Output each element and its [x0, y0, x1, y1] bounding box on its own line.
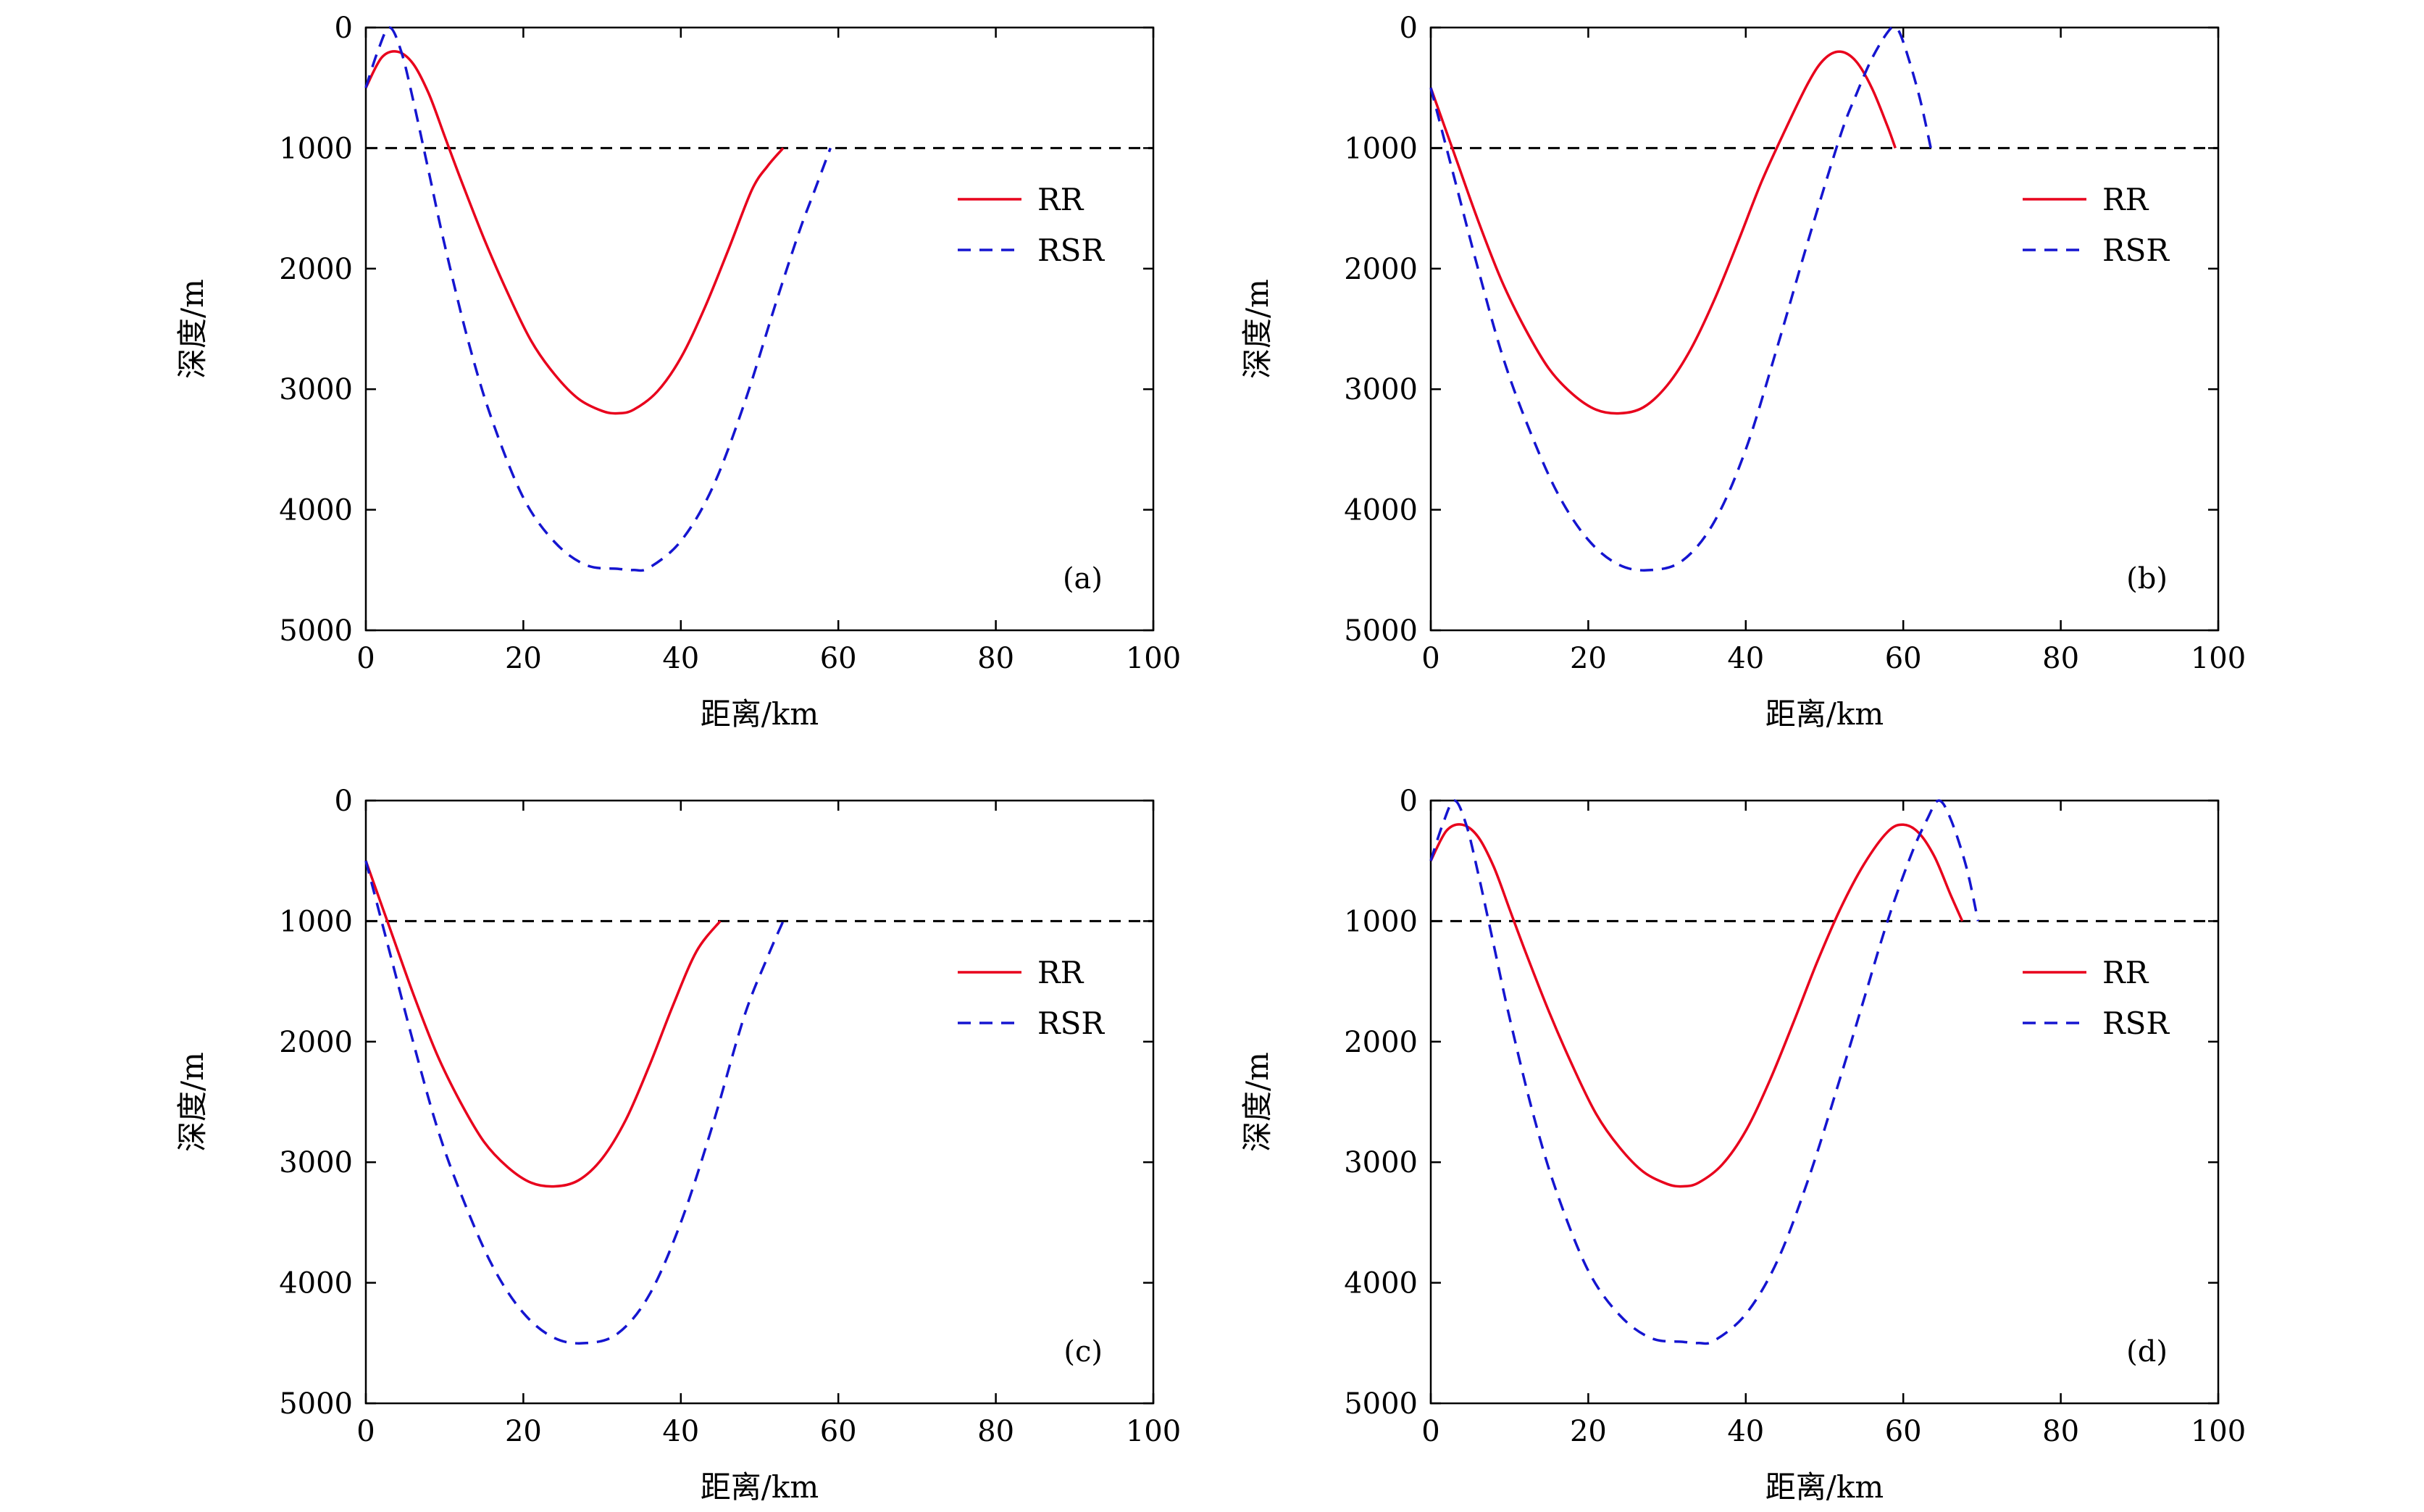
- y-axis-title: 深度/m: [175, 279, 210, 379]
- series-line-rsr: [1429, 799, 1980, 1345]
- y-tick-label: 0: [1400, 785, 1418, 818]
- x-tick-label: 40: [662, 642, 699, 675]
- legend-label-rsr: RSR: [1037, 1006, 1105, 1041]
- y-axis-title: 深度/m: [1240, 1052, 1275, 1152]
- series-line-rr: [364, 860, 722, 1188]
- series-line-rr: [1429, 50, 1897, 415]
- chart-panel: 0 20 40 60 80 100010002000300040005000距离/km深度…: [1240, 12, 2246, 732]
- x-tick-label: 0: [356, 1415, 375, 1448]
- y-tick-label: 2000: [279, 253, 353, 286]
- y-tick-label: 5000: [1344, 614, 1418, 648]
- y-tick-label: 2000: [279, 1026, 353, 1059]
- x-tick-label: 20: [505, 1415, 542, 1448]
- panel-tag: (c): [1063, 1335, 1103, 1369]
- chart-panel: 0 20 40 60 80 100010002000300040005000距离/km深度…: [175, 12, 1181, 732]
- y-tick-label: 0: [335, 12, 353, 45]
- legend-label-rr: RR: [2102, 955, 2149, 990]
- y-axis-title: 深度/m: [1240, 279, 1275, 379]
- legend-label-rr: RR: [1037, 182, 1084, 217]
- y-tick-label: 1000: [1344, 905, 1418, 938]
- x-tick-label: 20: [1570, 1415, 1607, 1448]
- series-line-rsr: [364, 26, 832, 572]
- x-tick-label: 0: [1421, 1415, 1439, 1448]
- y-tick-label: 4000: [1344, 494, 1418, 527]
- y-tick-label: 3000: [279, 373, 353, 406]
- legend-label-rr: RR: [1037, 955, 1084, 990]
- plot-frame: [1429, 799, 2220, 1405]
- x-tick-label: 20: [505, 642, 542, 675]
- y-tick-label: 3000: [1344, 373, 1418, 406]
- y-tick-label: 0: [335, 785, 353, 818]
- x-tick-label: 60: [820, 1415, 857, 1448]
- y-tick-label: 2000: [1344, 1026, 1418, 1059]
- y-tick-label: 4000: [1344, 1267, 1418, 1300]
- x-axis-title: 距离/km: [1765, 1469, 1884, 1505]
- series-line-rsr: [364, 860, 785, 1345]
- y-axis-title: 深度/m: [175, 1052, 210, 1152]
- y-tick-label: 4000: [279, 1267, 353, 1300]
- plot-frame: [364, 799, 1155, 1405]
- series-line-rsr: [1429, 25, 1932, 572]
- x-tick-label: 80: [2042, 1415, 2079, 1448]
- y-tick-label: 1000: [279, 132, 353, 165]
- x-tick-label: 40: [1727, 642, 1764, 675]
- chart-panel: 0 20 40 60 80 100010002000300040005000距离/km深度…: [1240, 785, 2246, 1505]
- x-tick-label: 80: [2042, 642, 2079, 675]
- legend-label-rr: RR: [2102, 182, 2149, 217]
- panel-tag: (a): [1063, 562, 1103, 596]
- x-tick-label: 40: [662, 1415, 699, 1448]
- series-line-rr: [364, 50, 785, 415]
- legend-label-rsr: RSR: [2102, 1006, 2170, 1041]
- legend-label-rsr: RSR: [2102, 233, 2170, 268]
- x-axis-title: 距离/km: [701, 1469, 819, 1505]
- plot-frame: [364, 26, 1155, 632]
- y-tick-label: 5000: [1344, 1387, 1418, 1421]
- x-tick-label: 80: [977, 642, 1014, 675]
- x-tick-label: 0: [1421, 642, 1439, 675]
- plot-frame: [1429, 26, 2220, 632]
- x-tick-label: 100: [1126, 642, 1181, 675]
- y-tick-label: 5000: [279, 614, 353, 648]
- y-tick-label: 1000: [1344, 132, 1418, 165]
- x-tick-label: 60: [1885, 1415, 1922, 1448]
- panel-tag: (d): [2126, 1335, 2168, 1369]
- x-axis-title: 距离/km: [701, 696, 819, 732]
- y-tick-label: 1000: [279, 905, 353, 938]
- x-axis-title: 距离/km: [1765, 696, 1884, 732]
- y-tick-label: 2000: [1344, 253, 1418, 286]
- x-tick-label: 40: [1727, 1415, 1764, 1448]
- legend-label-rsr: RSR: [1037, 233, 1105, 268]
- y-tick-label: 4000: [279, 494, 353, 527]
- x-tick-label: 60: [1885, 642, 1922, 675]
- y-tick-label: 5000: [279, 1387, 353, 1421]
- x-tick-label: 20: [1570, 642, 1607, 675]
- y-tick-label: 3000: [279, 1146, 353, 1179]
- x-tick-label: 100: [1126, 1415, 1181, 1448]
- x-tick-label: 100: [2191, 1415, 2246, 1448]
- x-tick-label: 100: [2191, 642, 2246, 675]
- y-tick-label: 0: [1400, 12, 1418, 45]
- series-line-rr: [1429, 823, 1964, 1188]
- x-tick-label: 0: [356, 642, 375, 675]
- panel-tag: (b): [2126, 562, 2168, 596]
- y-tick-label: 3000: [1344, 1146, 1418, 1179]
- chart-panel: 0 20 40 60 80 100010002000300040005000距离/km深度…: [175, 785, 1181, 1505]
- x-tick-label: 60: [820, 642, 857, 675]
- x-tick-label: 80: [977, 1415, 1014, 1448]
